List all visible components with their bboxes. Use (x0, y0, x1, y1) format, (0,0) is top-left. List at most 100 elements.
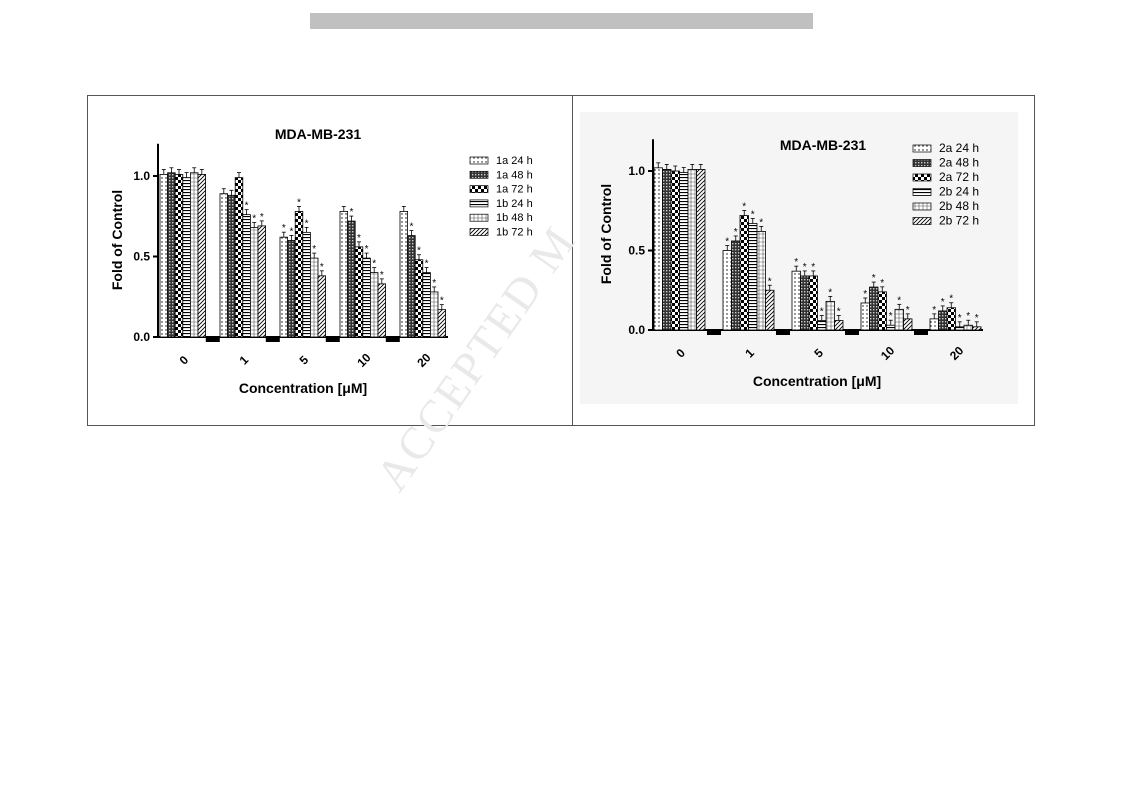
bar (302, 231, 311, 338)
legend-swatch (469, 199, 489, 208)
legend-swatch (912, 188, 932, 196)
significance-mark: * (949, 294, 953, 305)
figure-frame (87, 95, 1035, 426)
bar (731, 240, 741, 331)
legend-swatch (912, 173, 932, 182)
significance-mark: * (417, 246, 421, 257)
panel-divider (572, 95, 573, 426)
y-tick-label: 1.0 (133, 169, 150, 183)
bar (748, 223, 758, 331)
significance-mark: * (349, 207, 353, 218)
bar (197, 173, 206, 338)
significance-mark: * (252, 214, 256, 225)
legend-label: 1b 72 h (496, 227, 533, 239)
bar (317, 275, 326, 338)
legend-label: 2a 48 h (939, 156, 979, 170)
significance-mark: * (794, 257, 798, 268)
significance-mark: * (975, 313, 979, 324)
legend-label: 2a 24 h (939, 141, 979, 155)
x-axis-label: Concentration [μM] (239, 380, 367, 396)
significance-mark: * (966, 311, 970, 322)
significance-mark: * (425, 259, 429, 270)
significance-mark: * (245, 201, 249, 212)
significance-mark: * (432, 278, 436, 289)
bar (800, 275, 810, 331)
bar (354, 246, 364, 338)
x-tick-label: 0 (673, 346, 688, 361)
significance-mark: * (932, 305, 936, 316)
significance-mark: * (820, 306, 824, 317)
y-tick-label: 0.0 (133, 330, 150, 344)
bar (929, 318, 939, 331)
bar (414, 259, 424, 338)
significance-mark: * (742, 202, 746, 213)
bar (756, 231, 766, 331)
bar (696, 169, 706, 331)
significance-mark: * (297, 197, 301, 208)
y-tick-label: 0.0 (628, 323, 645, 337)
category-separator (385, 338, 400, 342)
legend-swatch (469, 228, 489, 236)
significance-mark: * (768, 276, 772, 287)
significance-mark: * (828, 287, 832, 298)
x-tick-label: 0 (177, 353, 192, 368)
legend-swatch (469, 156, 489, 165)
bar (765, 289, 775, 331)
bar (339, 211, 348, 338)
legend-label: 2a 72 h (939, 170, 979, 184)
significance-mark: * (889, 311, 893, 322)
legend-label: 1a 48 h (496, 169, 533, 181)
category-separator (845, 331, 859, 335)
x-tick-label: 5 (811, 346, 826, 361)
chart-right: MDA-MB-231 0.0 0.5 1.0 Fold of Control Concen… (598, 137, 983, 389)
bar (825, 300, 835, 331)
significance-mark: * (282, 223, 286, 234)
significance-mark: * (365, 244, 369, 255)
bar (422, 272, 431, 338)
significance-mark: * (734, 227, 738, 238)
x-tick-label: 1 (742, 346, 757, 361)
category-separator (325, 338, 340, 342)
significance-mark: * (759, 217, 763, 228)
chart-title: MDA-MB-231 (780, 137, 867, 153)
significance-mark: * (880, 278, 884, 289)
bar (279, 236, 288, 338)
x-tick-label: 20 (414, 350, 434, 370)
bar (791, 270, 801, 331)
significance-mark: * (312, 244, 316, 255)
significance-mark: * (872, 273, 876, 284)
category-separator (707, 331, 721, 335)
category-separator (205, 338, 220, 342)
bar (860, 302, 870, 331)
legend-swatch (912, 144, 932, 153)
bar (722, 250, 732, 331)
bar (679, 172, 689, 331)
significance-mark: * (811, 262, 815, 273)
significance-mark: * (372, 259, 376, 270)
significance-mark: * (725, 237, 729, 248)
x-tick-label: 5 (297, 353, 312, 368)
bar (653, 167, 663, 331)
x-tick-label: 10 (354, 350, 374, 370)
bar (946, 307, 956, 331)
y-tick-label: 1.0 (628, 164, 645, 178)
top-gray-bar (310, 13, 813, 29)
significance-mark: * (357, 233, 361, 244)
bar (817, 320, 827, 331)
legend-label: 1b 24 h (496, 198, 533, 210)
legend-swatch (912, 217, 932, 225)
bar (294, 211, 304, 338)
bar (377, 283, 386, 338)
significance-mark: * (289, 226, 293, 237)
bar (808, 275, 818, 331)
bar (159, 173, 168, 338)
bar (963, 324, 973, 331)
bar (834, 320, 844, 331)
legend-label: 2b 24 h (939, 185, 979, 199)
y-tick-label: 0.5 (133, 250, 150, 264)
bar (955, 326, 965, 331)
bar (287, 239, 296, 338)
bar (190, 172, 199, 338)
bar (369, 272, 379, 338)
bar (938, 310, 948, 331)
